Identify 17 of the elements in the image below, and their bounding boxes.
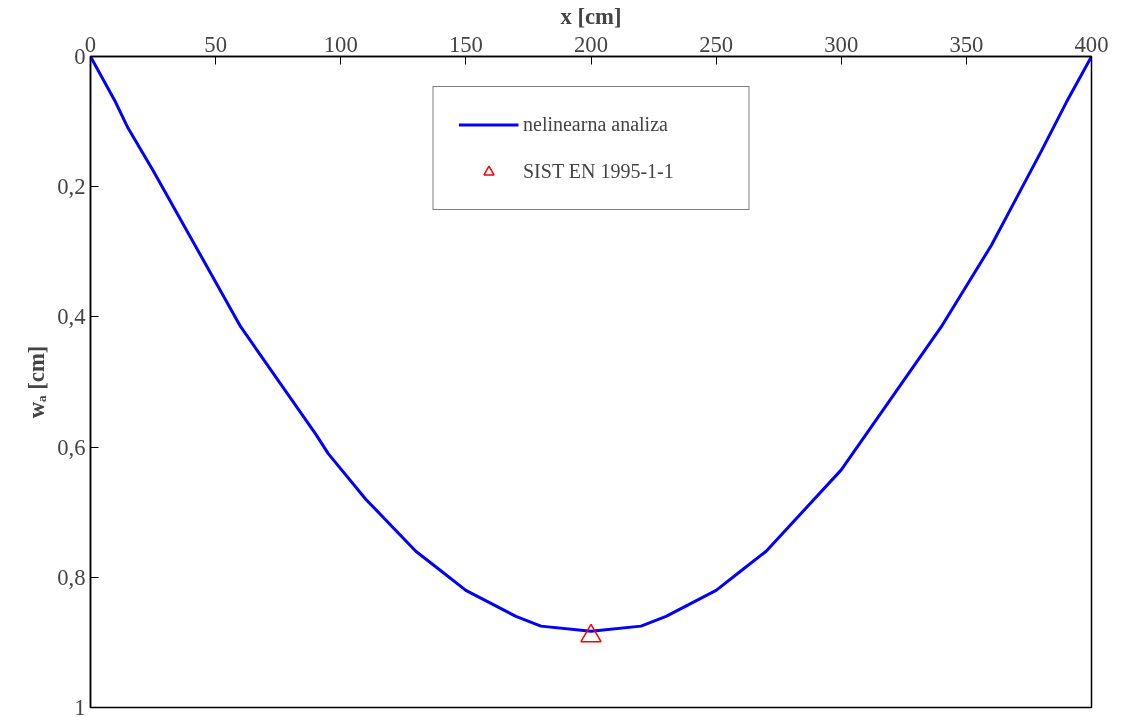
x-tick-label: 100 [323, 31, 358, 57]
legend-label: SIST EN 1995-1-1 [523, 160, 675, 183]
x-tick-label: 50 [204, 31, 227, 57]
y-tick-label: 0,2 [57, 174, 86, 200]
x-tick-label: 400 [1074, 31, 1109, 57]
y-tick-label: 1 [74, 695, 86, 717]
x-tick-label: 350 [949, 31, 984, 57]
y-tick-label: 0,4 [57, 304, 86, 330]
x-axis-title: x [cm] [560, 3, 622, 29]
y-tick-label: 0,6 [57, 434, 86, 460]
x-tick-label: 250 [699, 31, 734, 57]
legend-label: nelinearna analiza [523, 113, 669, 136]
x-tick-label: 300 [824, 31, 859, 57]
x-tick-label: 150 [448, 31, 483, 57]
y-tick-label: 0,8 [57, 564, 86, 590]
y-axis-title: wₐ [cm] [24, 345, 50, 419]
x-tick-label: 200 [574, 31, 608, 57]
